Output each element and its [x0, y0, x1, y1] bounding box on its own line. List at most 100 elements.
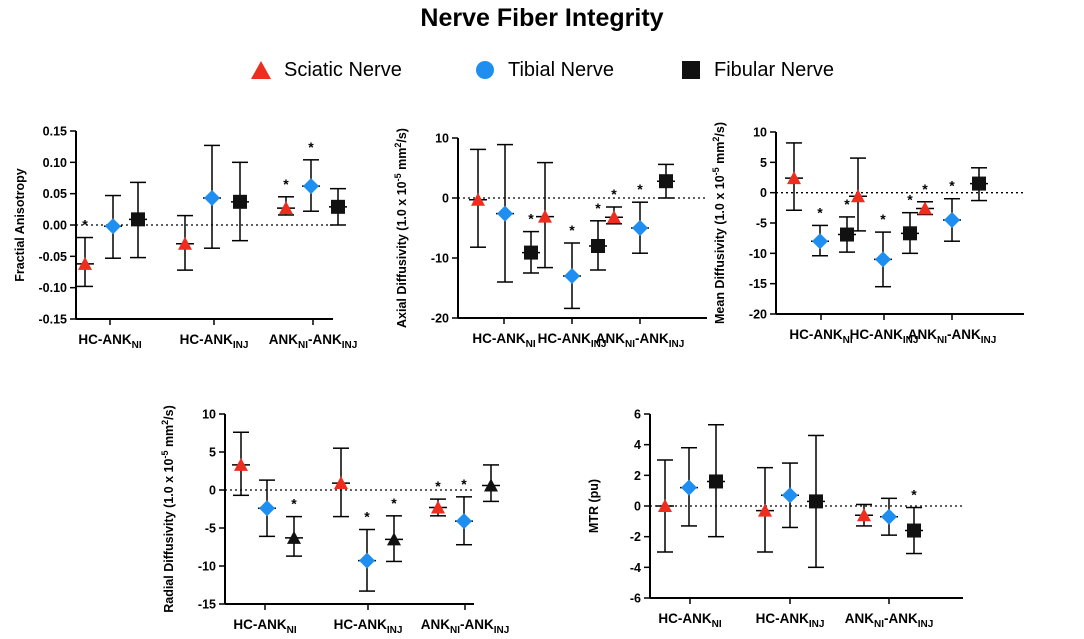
significance-star: * — [461, 476, 467, 492]
data-point-tibial-nerve — [456, 513, 472, 530]
significance-star: * — [611, 186, 617, 202]
data-point-sciatic-nerve — [758, 503, 772, 517]
data-point-sciatic-nerve — [538, 209, 552, 223]
data-point-sciatic-nerve — [787, 171, 801, 185]
y-tick-label: 5 — [760, 156, 767, 170]
y-tick-label: 0 — [760, 186, 767, 200]
data-point-fibular-nerve — [809, 494, 823, 509]
chart-panel-4: 10 5 0 -5 -10 -15 HC-ANKNI HC-ANKINJ ANKNI-ANKIN… — [160, 405, 509, 636]
data-point-tibial-nerve — [259, 500, 275, 517]
y-tick-label: -2 — [630, 530, 641, 544]
y-tick-label: -6 — [630, 592, 641, 606]
y-axis-label: Radial Diffusivity (1.0 x 10-5 mm2/s) — [160, 405, 176, 613]
triangle-legend-icon — [251, 61, 271, 79]
y-tick-label: 2 — [634, 469, 641, 483]
y-tick-label: -0.10 — [39, 281, 68, 295]
figure-title: Nerve Fiber Integrity — [420, 4, 664, 32]
square-legend-icon — [682, 61, 700, 79]
y-tick-label: -5 — [756, 217, 767, 231]
data-point-tibial-nerve — [105, 218, 121, 235]
significance-star: * — [911, 487, 917, 503]
y-tick-label: 6 — [634, 408, 641, 422]
x-category-label: HC-ANKINJ — [334, 617, 403, 636]
data-point-fibular-nerve — [287, 530, 301, 544]
significance-star: * — [283, 176, 289, 192]
data-point-tibial-nerve — [875, 251, 891, 268]
y-tick-label: 0.00 — [43, 219, 67, 233]
x-category-label: ANKNI-ANKINJ — [269, 332, 358, 351]
data-point-fibular-nerve — [524, 245, 538, 260]
x-category-label: HC-ANKINJ — [850, 327, 919, 346]
y-tick-label: -0.15 — [39, 313, 68, 327]
y-tick-label: -20 — [749, 308, 767, 322]
legend-label: Fibular Nerve — [714, 58, 835, 81]
data-point-fibular-nerve — [907, 523, 921, 538]
significance-star: * — [907, 192, 913, 208]
y-tick-label: 5 — [209, 446, 216, 460]
x-category-label: HC-ANKINJ — [756, 611, 825, 630]
data-point-fibular-nerve — [484, 478, 498, 492]
data-point-fibular-nerve — [131, 212, 145, 227]
y-tick-label: 0 — [442, 192, 449, 206]
circle-legend-icon — [476, 61, 494, 79]
x-category-label: ANKNI-ANKINJ — [908, 327, 997, 346]
data-point-sciatic-nerve — [607, 210, 621, 224]
legend-item-sciatic: Sciatic Nerve — [250, 58, 402, 82]
data-point-sciatic-nerve — [334, 476, 348, 490]
legend-label: Tibial Nerve — [508, 58, 614, 81]
significance-star: * — [291, 496, 297, 512]
chart-panel-5: 6 4 2 0 -2 -4 -6 HC-ANKNI HC-ANKINJ ANKNI-ANKINJ M… — [587, 408, 963, 630]
y-tick-label: -10 — [198, 560, 216, 574]
y-tick-label: -15 — [198, 598, 216, 612]
y-axis-label: Mean Diffusivity (1.0 x 10-5 mm2/s) — [711, 122, 727, 324]
data-point-tibial-nerve — [944, 211, 960, 228]
x-category-label: ANKNI-ANKINJ — [845, 611, 934, 630]
significance-star: * — [637, 181, 643, 197]
y-axis-label: Axial Diffusivity (1.0 x 10-5 mm2/s) — [393, 128, 409, 328]
y-tick-label: 0 — [209, 484, 216, 498]
significance-star: * — [569, 222, 575, 238]
y-tick-label: 10 — [435, 132, 449, 146]
y-tick-label: 10 — [753, 126, 767, 140]
y-tick-label: -0.05 — [39, 250, 68, 264]
data-point-fibular-nerve — [709, 474, 723, 489]
x-category-label: ANKNI-ANKINJ — [596, 331, 685, 350]
data-point-sciatic-nerve — [658, 499, 672, 512]
data-point-sciatic-nerve — [279, 201, 293, 215]
significance-star: * — [817, 204, 823, 220]
significance-star: * — [391, 495, 397, 511]
legend-item-fibular: Fibular Nerve — [680, 58, 834, 82]
significance-star: * — [880, 211, 886, 227]
data-point-tibial-nerve — [782, 487, 798, 504]
data-point-tibial-nerve — [497, 205, 513, 222]
y-tick-label: -15 — [749, 277, 767, 291]
data-point-tibial-nerve — [881, 508, 897, 525]
y-tick-label: -10 — [749, 247, 767, 261]
y-tick-label: -10 — [431, 252, 449, 266]
data-point-sciatic-nerve — [857, 508, 871, 522]
legend-item-tibial: Tibial Nerve — [474, 58, 614, 82]
x-category-label: HC-ANKNI — [233, 617, 296, 636]
data-point-tibial-nerve — [812, 233, 828, 250]
significance-star: * — [308, 139, 314, 155]
chart-panel-1: 0.15 0.10 0.05 0.00 -0.05 -0.10 -0.15 HC-ANKNI H… — [13, 125, 357, 352]
data-point-sciatic-nerve — [851, 189, 865, 203]
data-point-sciatic-nerve — [234, 457, 248, 471]
data-point-fibular-nerve — [659, 174, 673, 189]
x-category-label: HC-ANKINJ — [538, 331, 607, 350]
y-tick-label: 4 — [634, 438, 641, 452]
data-point-sciatic-nerve — [78, 256, 92, 270]
data-point-fibular-nerve — [233, 194, 247, 209]
significance-star: * — [435, 478, 441, 494]
y-tick-label: -4 — [630, 561, 641, 575]
significance-star: * — [82, 217, 88, 233]
significance-star: * — [595, 200, 601, 216]
y-tick-label: 0.05 — [43, 187, 67, 201]
data-point-fibular-nerve — [840, 227, 854, 242]
data-point-sciatic-nerve — [431, 500, 445, 514]
data-point-tibial-nerve — [359, 552, 375, 569]
x-category-label: ANKNI-ANKINJ — [421, 617, 510, 636]
data-point-tibial-nerve — [303, 178, 319, 195]
